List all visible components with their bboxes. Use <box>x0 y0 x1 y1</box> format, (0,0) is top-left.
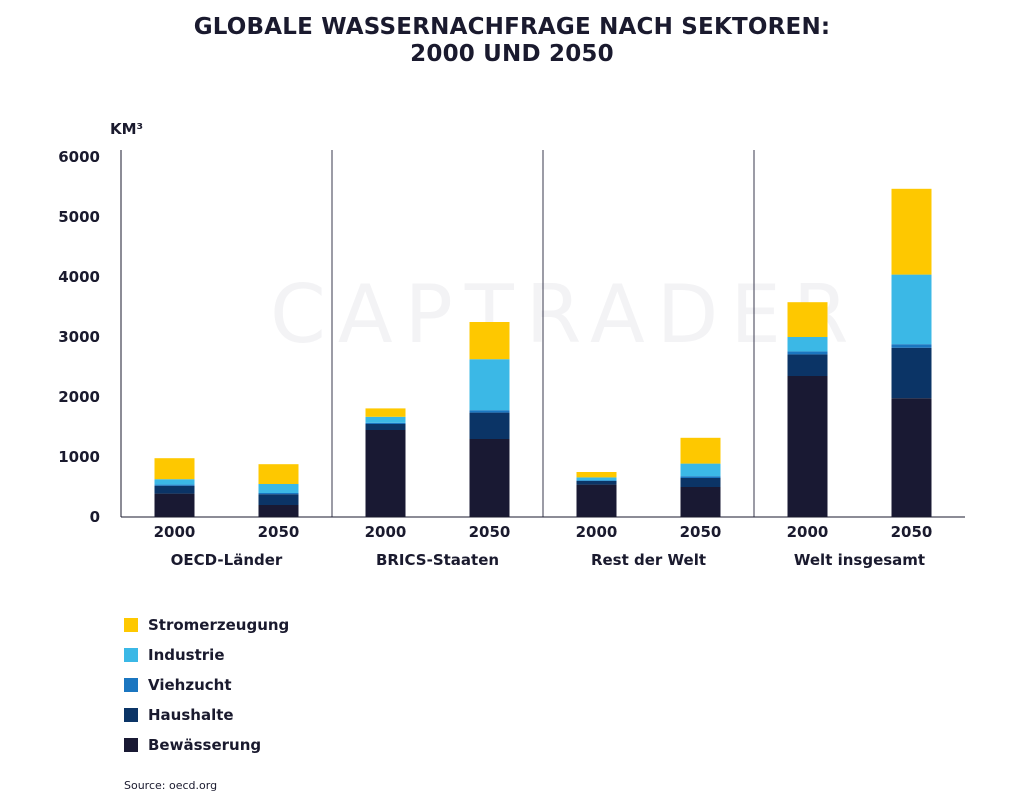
legend: Stromerzeugung Industrie Viehzucht Haushalt… <box>124 610 289 760</box>
bar-segment-2-0-0 <box>576 484 617 517</box>
bar-segment-3-1-0 <box>891 398 932 517</box>
bar-segment-3-0-2 <box>787 351 828 355</box>
group-label-0: OECD-Länder <box>171 551 283 569</box>
bar-segment-2-1-4 <box>680 437 721 464</box>
bar-segment-2-1-0 <box>680 487 721 517</box>
legend-item: Haushalte <box>124 700 289 730</box>
bar-segment-1-1-4 <box>469 322 510 360</box>
bar-segment-0-0-0 <box>154 493 195 517</box>
bar-segment-3-1-2 <box>891 344 932 348</box>
legend-item: Stromerzeugung <box>124 610 289 640</box>
y-tick-label-1000: 1000 <box>58 448 100 466</box>
bar-segment-0-0-3 <box>154 479 195 485</box>
legend-swatch <box>124 648 138 662</box>
bar-segment-1-0-0 <box>365 430 406 517</box>
y-tick-label-4000: 4000 <box>58 268 100 286</box>
bar-segment-3-1-1 <box>891 347 932 399</box>
chart-title-line-1: GLOBALE WASSERNACHFRAGE NACH SEKTOREN: <box>193 14 831 40</box>
bars <box>154 188 932 517</box>
bar-segment-3-0-3 <box>787 337 828 352</box>
x-tick-label-3-1: 2050 <box>891 523 933 541</box>
legend-item: Industrie <box>124 640 289 670</box>
legend-label: Bewässerung <box>148 736 262 754</box>
bar-segment-0-0-2 <box>154 484 195 486</box>
legend-swatch <box>124 618 138 632</box>
x-tick-label-1-1: 2050 <box>469 523 511 541</box>
y-tick-label-0: 0 <box>90 508 100 526</box>
legend-swatch <box>124 708 138 722</box>
bar-segment-3-1-4 <box>891 188 932 275</box>
bar-segment-2-0-1 <box>576 481 617 485</box>
y-tick-label-6000: 6000 <box>58 148 100 166</box>
y-tick-label-3000: 3000 <box>58 328 100 346</box>
bar-segment-1-0-2 <box>365 422 406 424</box>
bar-segment-0-1-3 <box>258 484 299 493</box>
bar-segment-1-0-3 <box>365 416 406 423</box>
bar-segment-2-0-4 <box>576 472 617 478</box>
bar-segment-1-1-3 <box>469 359 510 411</box>
group-label-1: BRICS-Staaten <box>376 551 499 569</box>
bar-segment-3-0-4 <box>787 302 828 337</box>
y-axis-ticks: 0 1000 2000 3000 4000 5000 6000 <box>58 148 100 526</box>
chart-title-line-2: 2000 UND 2050 <box>410 41 614 67</box>
bar-segment-1-1-0 <box>469 439 510 517</box>
y-tick-label-2000: 2000 <box>58 388 100 406</box>
bar-segment-0-1-2 <box>258 493 299 495</box>
bar-segment-3-0-1 <box>787 354 828 376</box>
x-tick-label-2-1: 2050 <box>680 523 722 541</box>
legend-swatch <box>124 738 138 752</box>
bar-segment-2-1-2 <box>680 476 721 478</box>
legend-item: Viehzucht <box>124 670 289 700</box>
bar-segment-2-1-1 <box>680 478 721 487</box>
legend-label: Industrie <box>148 646 225 664</box>
legend-item: Bewässerung <box>124 730 289 760</box>
y-tick-label-5000: 5000 <box>58 208 100 226</box>
legend-label: Haushalte <box>148 706 234 724</box>
bar-segment-1-0-1 <box>365 424 406 430</box>
y-axis-unit-label: KM³ <box>110 120 143 138</box>
bar-segment-1-1-2 <box>469 410 510 413</box>
x-tick-label-3-0: 2000 <box>787 523 829 541</box>
bar-segment-0-0-4 <box>154 458 195 480</box>
bar-segment-0-1-0 <box>258 505 299 517</box>
legend-swatch <box>124 678 138 692</box>
x-tick-label-0-1: 2050 <box>258 523 300 541</box>
bar-segment-0-1-1 <box>258 494 299 505</box>
group-dividers <box>331 150 755 517</box>
bar-segment-2-0-3 <box>576 477 617 481</box>
bar-segment-1-1-1 <box>469 412 510 439</box>
x-tick-label-2-0: 2000 <box>576 523 618 541</box>
group-label-3: Welt insgesamt <box>794 551 925 569</box>
bar-segment-3-1-3 <box>891 274 932 345</box>
x-axis-labels: 2000 2050 OECD-Länder 2000 2050 BRICS-Staaten… <box>154 523 933 569</box>
legend-label: Viehzucht <box>148 676 232 694</box>
group-label-2: Rest der Welt <box>591 551 706 569</box>
stacked-bar-chart: KM³ 0 1000 2000 3000 4000 5000 6000 2000 2050 OE… <box>58 120 965 569</box>
x-tick-label-0-0: 2000 <box>154 523 196 541</box>
source-note: Source: oecd.org <box>124 779 218 792</box>
bar-segment-2-0-2 <box>576 480 617 481</box>
legend-label: Stromerzeugung <box>148 616 290 634</box>
x-tick-label-1-0: 2000 <box>365 523 407 541</box>
bar-segment-1-0-4 <box>365 408 406 417</box>
bar-segment-0-0-1 <box>154 485 195 494</box>
bar-segment-3-0-0 <box>787 376 828 517</box>
bar-segment-0-1-4 <box>258 464 299 484</box>
bar-segment-2-1-3 <box>680 463 721 477</box>
chart-title: GLOBALE WASSERNACHFRAGE NACH SEKTOREN: 2… <box>0 14 1024 68</box>
